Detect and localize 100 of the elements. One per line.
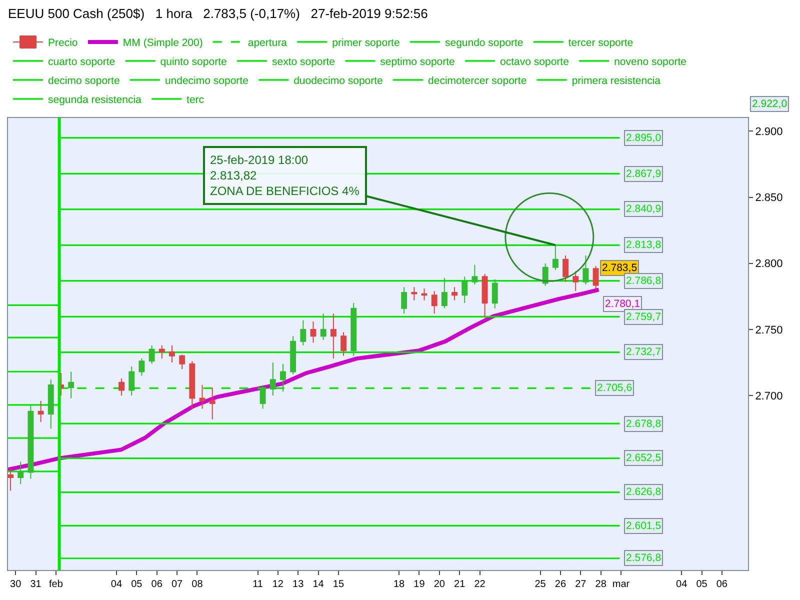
x-tick-label: 04: [676, 579, 688, 590]
legend-label: cuarto soporte: [48, 56, 116, 68]
x-tick-label: 22: [474, 579, 486, 590]
legend-label: apertura: [248, 37, 288, 50]
x-tick-label: 07: [171, 579, 184, 590]
y-tick-label: 2.750: [755, 324, 783, 336]
candlestick: [310, 321, 316, 344]
legend-label: septimo soporte: [380, 56, 456, 68]
data-label: 2.759,7: [626, 311, 662, 323]
candlestick: [28, 404, 34, 480]
chart-title: EEUU 500 Cash (250$) 1 hora 2.783,5 (-0,17%) 27-feb-2019 9:52:56: [8, 6, 428, 22]
text: 2.783,5: [602, 262, 638, 274]
legend-label: terc: [186, 94, 204, 106]
x-tick-label: 05: [696, 579, 708, 590]
x-tick-label: 12: [272, 579, 284, 590]
candlestick: [542, 262, 548, 286]
candlestick: [118, 378, 124, 396]
candlestick: [158, 344, 165, 360]
candlestick: [48, 379, 54, 430]
y-tick-label: 2.800: [755, 258, 783, 270]
candlestick: [18, 461, 24, 485]
legend-label: octavo soporte: [500, 56, 570, 68]
legend-label: quinto soporte: [160, 56, 227, 68]
x-tick-label: 26: [554, 579, 566, 590]
text: 2.922,0: [752, 98, 788, 110]
candlestick: [260, 384, 266, 410]
candlestick: [138, 358, 145, 376]
x-tick-label: mar: [612, 579, 630, 590]
candlestick: [189, 360, 196, 410]
candlestick: [199, 384, 206, 410]
candlestick: [492, 278, 498, 309]
data-label: 2.576,8: [626, 552, 662, 564]
candlestick: [462, 276, 468, 304]
data-label: 2.705,6: [597, 382, 632, 394]
x-tick-label: 21: [454, 579, 466, 590]
x-tick-label: 30: [10, 579, 22, 590]
data-label: 2.813,8: [626, 239, 662, 251]
candlestick: [8, 468, 14, 492]
data-label: 2.652,5: [626, 452, 662, 464]
legend-label: primera resistencia: [572, 75, 661, 88]
candlestick: [38, 400, 44, 422]
legend-label: sexto soporte: [272, 56, 336, 68]
candlestick: [209, 387, 216, 420]
candlestick: [350, 302, 357, 356]
legend-label: duodecimo soporte: [294, 75, 384, 88]
x-tick-label: 05: [131, 579, 143, 590]
x-tick-label: 11: [252, 579, 264, 590]
x-tick-label: 14: [312, 579, 324, 590]
legend-label: tercer soporte: [568, 37, 634, 50]
x-tick-label: 25: [534, 579, 546, 590]
candlestick: [179, 354, 186, 370]
candlestick: [572, 270, 579, 292]
x-tick-label: 19: [414, 579, 426, 590]
data-label: 2.895,0: [626, 132, 662, 144]
candlestick: [441, 277, 448, 309]
candlestick: [169, 344, 175, 363]
candlestick: [280, 363, 286, 392]
x-tick-label: 20: [434, 579, 446, 590]
x-tick-label: 31: [30, 579, 42, 590]
candlestick: [128, 366, 135, 396]
x-tick-label: 06: [716, 579, 728, 590]
candlestick: [330, 313, 336, 360]
candlestick: [401, 286, 408, 314]
candlestick: [452, 286, 458, 301]
y-tick-label: 2.850: [755, 192, 783, 204]
candlestick: [300, 320, 306, 346]
candlestick: [562, 254, 568, 282]
candlestick: [582, 254, 589, 286]
x-tick-label: 04: [110, 579, 122, 590]
x-tick-label: 27: [575, 579, 587, 590]
data-label: 2.867,9: [626, 168, 662, 180]
y-tick-label: 2.900: [755, 126, 783, 138]
legend-label: decimo soporte: [48, 75, 120, 88]
x-tick-label: 18: [393, 579, 406, 590]
candlestick: [431, 290, 438, 314]
annotation: 25-feb-2019 18:00 2.813,82 ZONA DE BENEFICIOS 4%: [210, 153, 360, 198]
candlestick: [270, 362, 276, 396]
legend-label: segundo soporte: [444, 37, 524, 50]
candlestick: [148, 344, 155, 364]
x-tick-label: 28: [595, 579, 607, 590]
legend-label: MM (Simple 200): [122, 37, 203, 50]
candlestick: [421, 288, 428, 301]
data-label: 2.840,9: [626, 203, 662, 215]
candlestick: [290, 336, 296, 375]
x-tick-label: 15: [332, 579, 344, 590]
legend-label: decimotercer soporte: [428, 75, 527, 88]
x-tick-label: 08: [192, 579, 204, 590]
data-label: 2.601,5: [626, 520, 662, 532]
data-label: 2.732,7: [626, 346, 662, 358]
data-label: 2.786,8: [626, 275, 662, 287]
candlestick: [411, 286, 418, 301]
candlestick: [340, 332, 346, 356]
candlestick: [592, 266, 599, 289]
x-tick-label: 13: [292, 579, 304, 590]
data-label: 2.780,1: [605, 298, 640, 310]
data-label: 2.678,8: [626, 418, 662, 430]
legend-label: noveno soporte: [614, 56, 687, 68]
x-tick-label: 06: [151, 579, 163, 590]
legend-label: Precio: [48, 37, 78, 50]
candlestick: [482, 273, 488, 318]
